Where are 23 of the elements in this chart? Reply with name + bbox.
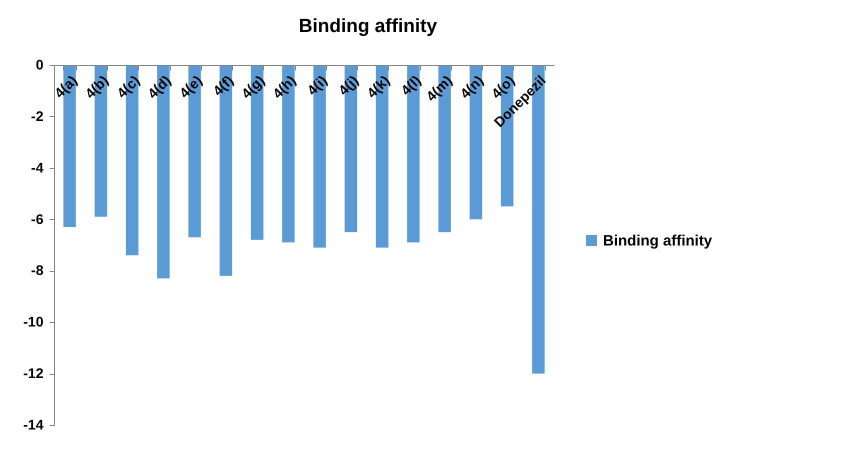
x-tick-label: 4(f)	[210, 72, 236, 99]
y-tick-label: -12	[23, 365, 44, 382]
x-tick-label: 4(d)	[144, 72, 174, 102]
x-tick-label: 4(j)	[335, 72, 362, 98]
y-tick-label: -10	[23, 314, 44, 330]
x-tick-label: 4(l)	[398, 72, 424, 98]
x-tick-label: 4(n)	[456, 72, 486, 102]
x-tick-label: 4(c)	[114, 72, 143, 102]
x-tick-label: 4(b)	[82, 72, 112, 102]
x-tick-label: 4(i)	[304, 72, 330, 98]
y-tick-label: -8	[31, 262, 44, 278]
y-tick-label: -4	[31, 159, 44, 176]
x-tick-label: 4(e)	[176, 72, 206, 102]
x-tick-label: 4(k)	[364, 72, 393, 102]
x-tick-label: 4(h)	[269, 72, 299, 102]
y-tick-label: 0	[36, 56, 44, 72]
x-tick-label: 4(g)	[238, 72, 268, 102]
y-tick-label: -2	[31, 108, 44, 124]
y-tick-label: -14	[23, 416, 44, 432]
x-tick-label: 4(a)	[51, 72, 80, 102]
chart-title: Binding affinity	[298, 16, 438, 37]
legend-label: Binding affinity	[603, 232, 713, 250]
y-tick-label: -6	[31, 210, 44, 227]
